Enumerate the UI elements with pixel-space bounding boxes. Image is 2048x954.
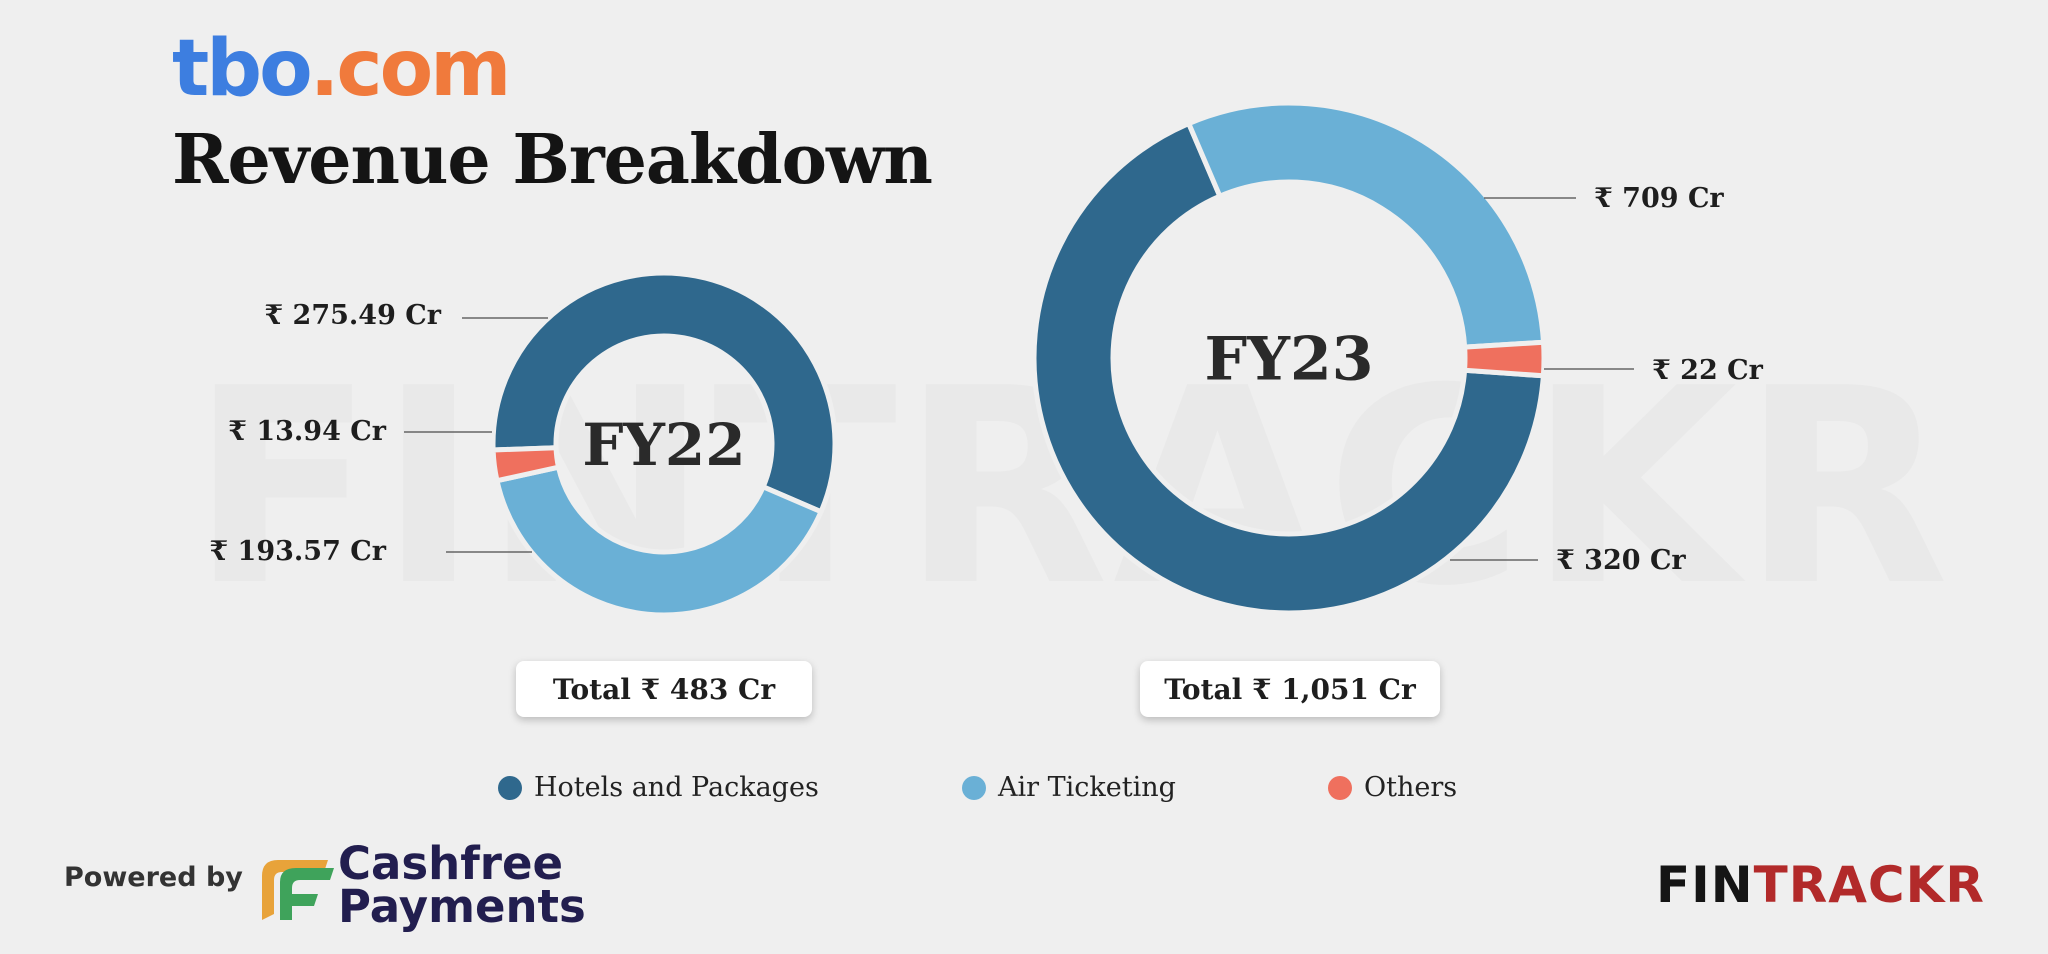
brand-part-2: .com — [309, 24, 512, 114]
powered-by-label: Powered by — [64, 862, 243, 893]
fy23-slice-air-ticketing — [1186, 100, 1547, 350]
fy22-slice-hotels-and-packages — [490, 270, 838, 515]
fintrackr-logo: FINTRACKR — [1656, 856, 1985, 914]
cashfree-logo-icon — [262, 860, 334, 920]
legend-item-hotels: Hotels and Packages — [498, 772, 819, 803]
cashfree-line-1: Cashfree — [338, 837, 564, 890]
fy22-center-label: FY22 — [582, 411, 745, 479]
page-title: Revenue Breakdown — [172, 120, 933, 200]
brand-part-1: tbo — [172, 24, 313, 114]
fy23-value-label-air-ticketing: ₹ 320 Cr — [1556, 545, 1686, 576]
fintrackr-part-1: FIN — [1656, 856, 1754, 914]
fintrackr-part-2: TRACKR — [1753, 856, 1985, 914]
legend-hotels-swatch — [498, 775, 522, 800]
legend-item-air: Air Ticketing — [962, 772, 1176, 803]
legend-item-others: Others — [1328, 772, 1457, 803]
tbo-logo: tbo.com — [172, 30, 511, 108]
cashfree-line-2: Payments — [338, 880, 586, 933]
legend-air-label: Air Ticketing — [998, 772, 1176, 803]
legend-others-swatch — [1328, 775, 1352, 800]
fy23-slice-hotels-and-packages — [1031, 121, 1546, 616]
cashfree-wordmark: Cashfree Payments — [338, 837, 586, 933]
fy22-value-label-hotels-and-packages: ₹ 275.49 Cr — [264, 300, 441, 331]
fy23-value-label-hotels-and-packages: ₹ 709 Cr — [1594, 183, 1724, 214]
fy22-slice-others — [490, 445, 562, 484]
fy22-value-label-others: ₹ 13.94 Cr — [228, 416, 387, 447]
fy22-slice-air-ticketing — [494, 464, 824, 618]
legend-air-swatch — [962, 775, 986, 800]
fy22-value-label-air-ticketing: ₹ 193.57 Cr — [209, 536, 386, 567]
fy23-slice-others — [1462, 339, 1547, 379]
total-fy23: Total ₹ 1,051 Cr — [1140, 661, 1440, 717]
total-fy22: Total ₹ 483 Cr — [516, 661, 812, 717]
legend-others-label: Others — [1364, 772, 1458, 803]
fy23-value-label-others: ₹ 22 Cr — [1652, 355, 1764, 386]
fy23-center-label: FY23 — [1205, 325, 1374, 395]
legend-hotels-label: Hotels and Packages — [534, 772, 819, 803]
